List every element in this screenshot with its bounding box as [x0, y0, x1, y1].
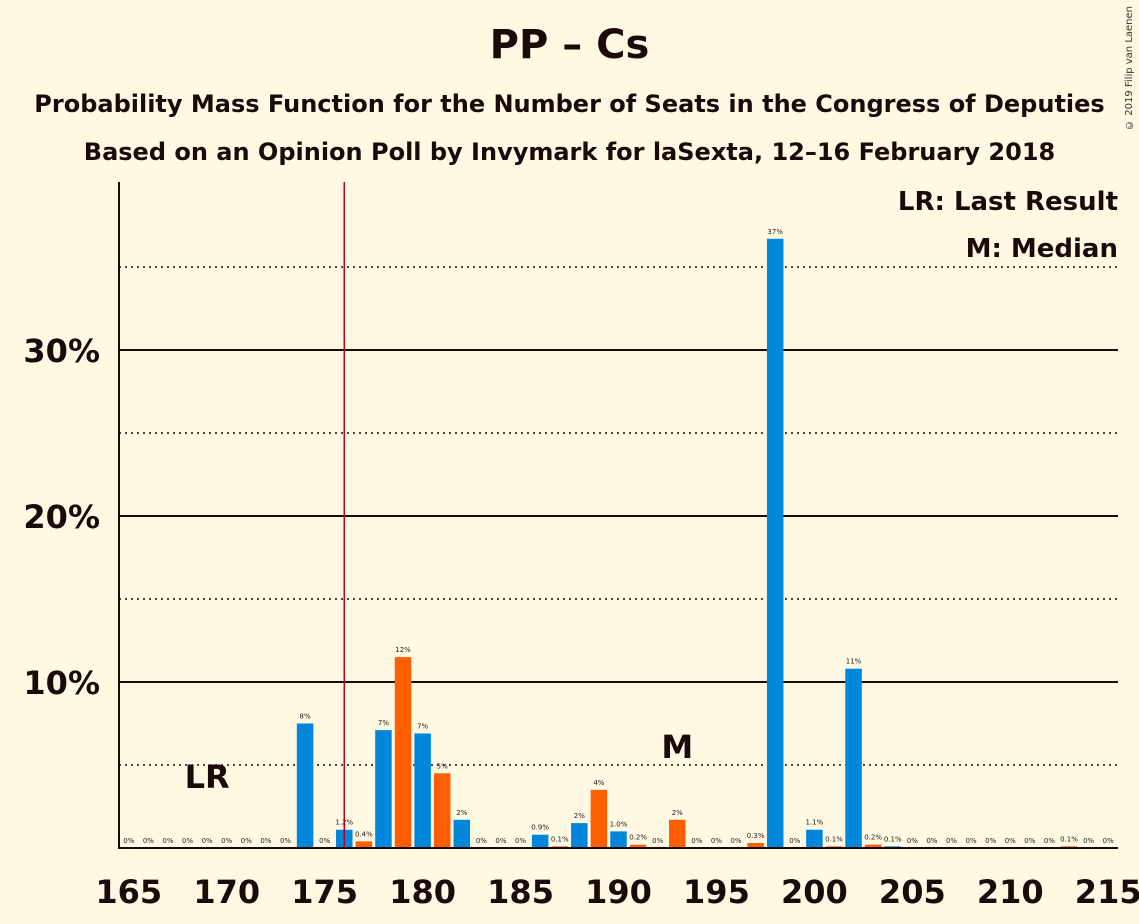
bar-seats-202	[845, 668, 862, 848]
bar-value-label: 0%	[691, 837, 702, 845]
bar-value-label: 0.1%	[551, 835, 569, 843]
bar-value-label: 0.1%	[1060, 835, 1078, 843]
bar-seats-193	[669, 819, 686, 848]
bar-value-label: 0%	[182, 837, 193, 845]
bar-value-label: 0%	[162, 837, 173, 845]
bar-seats-188	[571, 823, 588, 848]
bar-value-label: 0%	[926, 837, 937, 845]
bar-value-label: 5%	[437, 762, 448, 770]
y-tick-label: 30%	[23, 332, 100, 370]
bar-seats-186	[531, 834, 549, 848]
x-tick-label: 210	[977, 873, 1044, 911]
x-tick-label: 195	[683, 873, 750, 911]
bar-value-label: 11%	[846, 658, 862, 666]
bar-value-label: 0%	[515, 837, 526, 845]
bar-value-label: 0%	[1024, 837, 1035, 845]
bar-value-label: 0.2%	[629, 834, 647, 842]
bar-value-label: 0%	[143, 837, 154, 845]
bar-value-label: 0.9%	[531, 824, 549, 832]
bar-value-label: 12%	[395, 646, 411, 654]
median-marker: M	[661, 728, 693, 766]
bar-value-label: 0%	[652, 837, 663, 845]
bar-value-label: 0%	[711, 837, 722, 845]
bar-value-label: 0.1%	[825, 835, 843, 843]
bar-value-label: 7%	[417, 722, 428, 730]
bar-value-label: 0%	[907, 837, 918, 845]
bar-value-label: 7%	[378, 719, 389, 727]
bar-value-label: 0%	[789, 837, 800, 845]
bar-seats-174	[296, 723, 314, 848]
bar-value-label: 0%	[946, 837, 957, 845]
bar-value-label: 0.2%	[864, 834, 882, 842]
bar-seats-189	[590, 789, 608, 848]
bar-value-label: 0%	[260, 837, 271, 845]
chart-source: Based on an Opinion Poll by Invymark for…	[83, 138, 1056, 166]
bar-seats-177	[355, 841, 373, 848]
bar-value-label: 2%	[672, 809, 683, 817]
bar-value-label: 0%	[476, 837, 487, 845]
bar-value-label: 0%	[1083, 837, 1094, 845]
last-result-marker: LR	[185, 758, 230, 796]
x-tick-label: 165	[95, 873, 162, 911]
bar-seats-179	[394, 657, 412, 848]
bar-seats-198	[766, 238, 784, 848]
bar-value-label: 1.0%	[610, 820, 628, 828]
y-tick-label: 20%	[23, 498, 100, 536]
bar-value-label: 0%	[123, 837, 134, 845]
bar-seats-178	[375, 730, 392, 848]
bar-value-label: 0%	[1103, 837, 1114, 845]
bar-value-label: 0%	[966, 837, 977, 845]
bar-value-label: 37%	[767, 228, 783, 236]
bar-seats-200	[806, 829, 823, 848]
chart-subtitle: Probability Mass Function for the Number…	[34, 90, 1105, 118]
x-tick-label: 215	[1075, 873, 1139, 911]
x-tick-label: 205	[879, 873, 946, 911]
bar-value-label: 0.1%	[884, 835, 902, 843]
bar-value-label: 0%	[1005, 837, 1016, 845]
y-tick-label: 10%	[23, 664, 100, 702]
bar-seats-181	[433, 773, 451, 848]
bar-seats-182	[453, 819, 471, 848]
x-tick-label: 190	[585, 873, 652, 911]
bar-value-label: 0%	[985, 837, 996, 845]
x-tick-label: 170	[193, 873, 260, 911]
legend-last-result: LR: Last Result	[898, 187, 1118, 217]
bar-value-label: 8%	[300, 713, 311, 721]
x-tick-label: 185	[487, 873, 554, 911]
bar-seats-203	[864, 844, 882, 848]
bar-value-label: 0%	[280, 837, 291, 845]
bar-seats-191	[629, 844, 647, 848]
bar-value-label: 0.4%	[355, 830, 373, 838]
bar-value-label: 0.3%	[747, 832, 765, 840]
x-tick-label: 175	[291, 873, 358, 911]
x-tick-label: 180	[389, 873, 456, 911]
bar-value-label: 0%	[221, 837, 232, 845]
bar-value-label: 1.1%	[805, 819, 823, 827]
bar-value-label: 4%	[593, 779, 604, 787]
bar-seats-190	[610, 831, 627, 848]
bar-seats-197	[747, 843, 764, 848]
bar-seats-180	[414, 733, 431, 848]
bar-value-label: 0%	[495, 837, 506, 845]
bar-value-label: 2%	[574, 812, 585, 820]
bar-value-label: 0%	[1044, 837, 1055, 845]
x-tick-label: 200	[781, 873, 848, 911]
bar-value-label: 0%	[202, 837, 213, 845]
bar-value-label: 0%	[241, 837, 252, 845]
bar-value-label: 0%	[730, 837, 741, 845]
chart-title: PP – Cs	[489, 22, 650, 68]
bar-value-label: 2%	[456, 809, 467, 817]
legend-median: M: Median	[966, 234, 1118, 264]
bar-value-label: 0%	[319, 837, 330, 845]
